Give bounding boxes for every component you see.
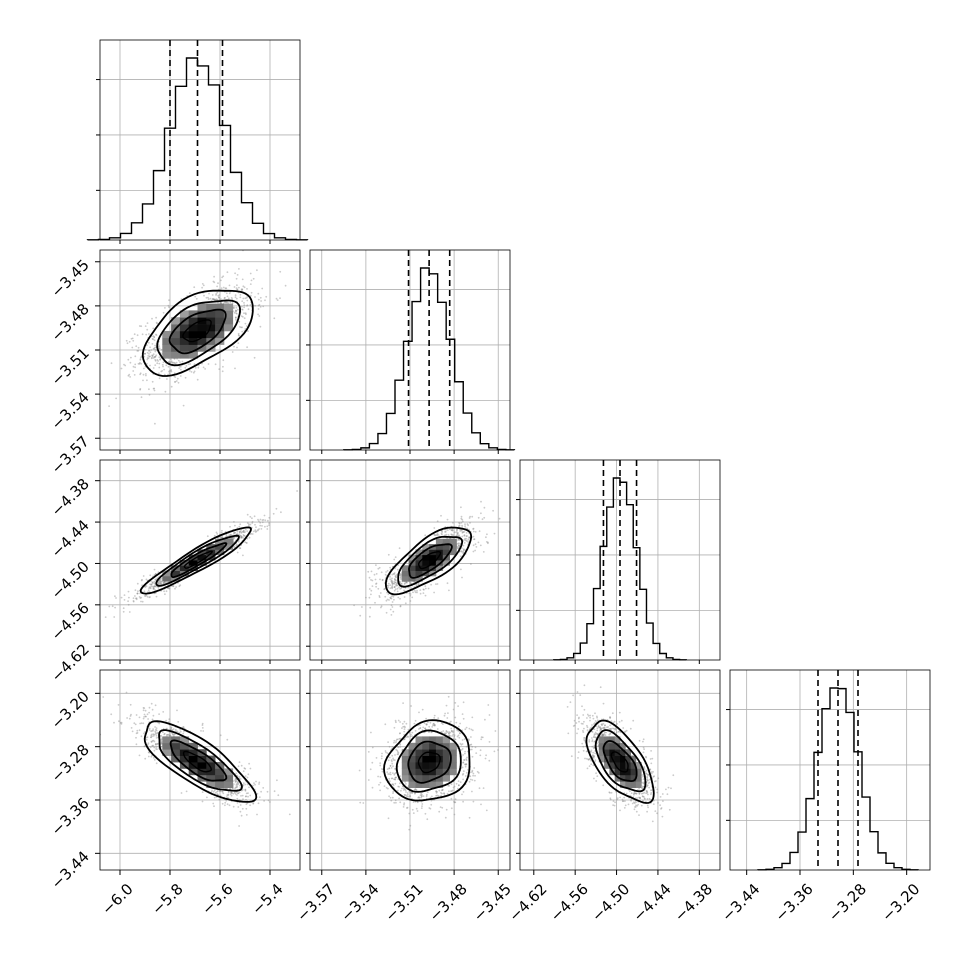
- y-tick-label: −4.62: [48, 640, 93, 685]
- y-tick-label: −3.20: [48, 687, 93, 732]
- panel-frame: [729, 669, 931, 871]
- y-axis-1: −3.57−3.54−3.51−3.48−3.45: [48, 256, 100, 478]
- scatter-panel-1-0: [99, 249, 301, 451]
- y-tick-label: −4.44: [48, 516, 93, 561]
- scatter-panel-3-1: [309, 669, 511, 871]
- x-tick-label: −4.56: [547, 880, 592, 925]
- y-tick-label: −3.48: [48, 300, 93, 345]
- contour-level-3: [141, 289, 254, 377]
- x-tick-label: −3.44: [718, 880, 763, 925]
- contour-level-3: [385, 526, 472, 596]
- panel-frame: [519, 669, 721, 871]
- contour-level-2: [158, 729, 243, 792]
- x-tick-label: −3.36: [772, 880, 817, 925]
- contour-level-3: [383, 719, 471, 802]
- x-tick-label: −3.45: [470, 880, 515, 925]
- x-axis-3: −3.44 −3.36 −3.28 −3.20: [718, 870, 923, 925]
- contour-level-1: [168, 308, 227, 355]
- panel-frame: [519, 459, 721, 661]
- contour-level-2: [594, 729, 647, 793]
- panel-frame: [99, 459, 301, 661]
- y-tick-label: −4.38: [48, 475, 93, 520]
- contour-level-0: [182, 319, 212, 343]
- x-tick-label: −4.38: [671, 880, 716, 925]
- x-tick-label: −3.51: [382, 880, 427, 925]
- contour-level-1: [170, 542, 228, 578]
- contour-level-0: [417, 751, 441, 774]
- scatter-panel-3-2: [519, 669, 721, 871]
- contour-level-2: [155, 534, 240, 587]
- density-cells: [598, 736, 642, 788]
- contour-level-2: [156, 299, 241, 367]
- y-tick-label: −4.50: [48, 558, 93, 603]
- histogram-step-3: [757, 687, 919, 871]
- y-tick-label: −3.44: [48, 847, 93, 892]
- contour-level-0: [418, 551, 442, 570]
- y-tick-label: −3.51: [48, 344, 93, 389]
- y-tick-label: −3.28: [48, 741, 93, 786]
- y-tick-label: −3.57: [48, 432, 93, 477]
- y-axis-3: −3.44 −3.36 −3.28 −3.20: [48, 687, 520, 893]
- x-tick-label: −3.48: [426, 880, 471, 925]
- x-tick-label: −3.20: [878, 880, 923, 925]
- contour-level-3: [585, 719, 655, 804]
- panel-frame: [99, 669, 301, 871]
- contour-level-1: [407, 740, 452, 784]
- x-tick-label: −5.6: [198, 880, 236, 918]
- y-tick-label: −4.56: [48, 599, 93, 644]
- x-tick-label: −4.62: [505, 880, 550, 925]
- contour-level-2: [395, 729, 462, 793]
- y-tick-label: −3.54: [48, 388, 93, 433]
- histogram-panel-3: [726, 669, 931, 871]
- x-tick-label: −5.8: [148, 880, 186, 918]
- contour-level-0: [182, 750, 213, 773]
- density-cells: [162, 538, 234, 582]
- x-tick-label: −3.28: [825, 880, 870, 925]
- contour-level-1: [169, 739, 228, 782]
- contour-level-3: [143, 720, 258, 803]
- x-axis-1: −3.57−3.54−3.51−3.48−3.45: [293, 450, 515, 925]
- contour-level-3: [139, 526, 252, 595]
- contour-level-2: [397, 535, 463, 588]
- scatter-panel-2-1: [309, 459, 511, 661]
- scatter-panel-2-0: [99, 459, 301, 661]
- y-tick-label: −3.36: [48, 794, 93, 839]
- x-tick-label: −4.44: [629, 880, 674, 925]
- x-tick-label: −4.50: [588, 880, 633, 925]
- x-tick-label: −3.54: [337, 880, 382, 925]
- x-tick-label: −5.4: [248, 880, 286, 918]
- histogram-panel-1: [306, 249, 516, 451]
- y-tick-label: −3.45: [48, 256, 93, 301]
- contour-level-0: [610, 751, 629, 773]
- histogram-panel-0: [86, 39, 309, 241]
- x-tick-label: −3.57: [293, 880, 338, 925]
- scatter-panel-3-0: [99, 669, 301, 871]
- contour-level-1: [602, 740, 638, 783]
- contour-level-0: [183, 550, 213, 569]
- scatter-points: [358, 695, 499, 831]
- x-tick-label: −6.0: [98, 880, 136, 918]
- histogram-panel-2: [516, 459, 721, 661]
- panel-frame: [99, 39, 301, 241]
- contour-level-1: [408, 543, 453, 579]
